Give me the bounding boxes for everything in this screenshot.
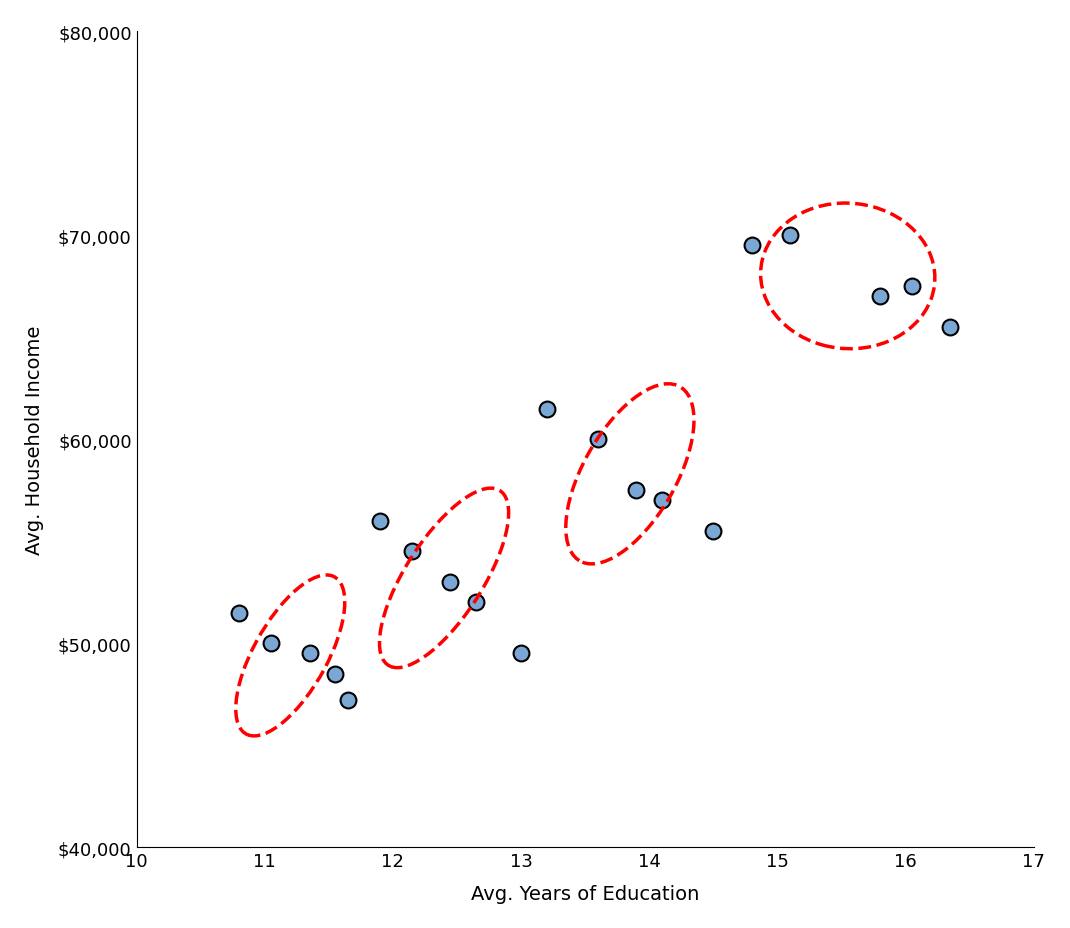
Point: [903, 279, 920, 294]
Point: [371, 514, 388, 529]
Point: [468, 595, 485, 610]
Point: [403, 545, 421, 560]
X-axis label: Avg. Years of Education: Avg. Years of Education: [471, 884, 699, 903]
Point: [942, 320, 959, 335]
Point: [262, 636, 279, 651]
Point: [705, 524, 722, 539]
Point: [628, 483, 645, 498]
Point: [442, 575, 459, 590]
Point: [301, 646, 318, 661]
Y-axis label: Avg. Household Income: Avg. Household Income: [25, 325, 44, 554]
Point: [230, 605, 247, 620]
Point: [339, 693, 356, 708]
Point: [538, 402, 555, 417]
Point: [871, 290, 888, 304]
Point: [326, 666, 343, 681]
Point: [590, 432, 607, 447]
Point: [743, 238, 760, 253]
Point: [654, 494, 671, 509]
Point: [781, 228, 798, 243]
Point: [513, 646, 530, 661]
